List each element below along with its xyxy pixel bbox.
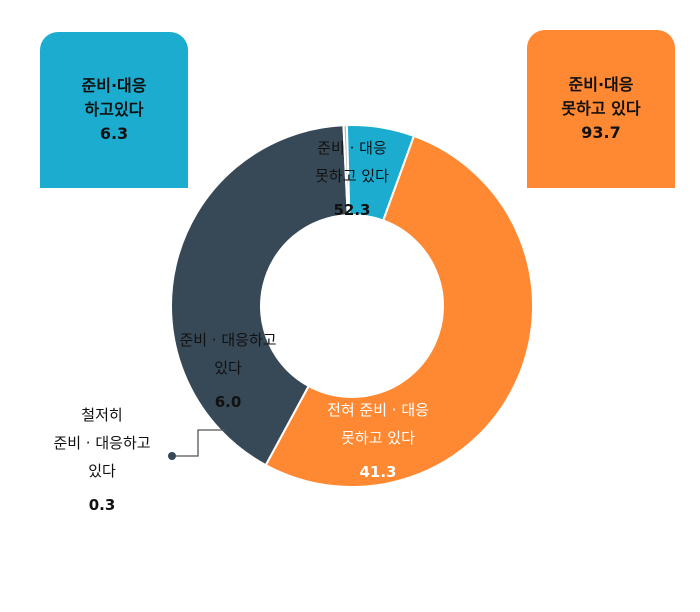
slice-label-0-line-1: 못하고 있다: [315, 167, 389, 185]
slice-label-1-line-1: 못하고 있다: [341, 429, 415, 447]
donut-slice-3: [345, 124, 416, 222]
summary-box-prepared-line1: 준비·대응: [81, 76, 147, 95]
summary-box-prepared: 준비·대응 하고있다 6.3: [40, 32, 188, 188]
slice-value-3: 6.0: [215, 393, 242, 411]
slice-label-2-line-1: 준비 · 대응하고: [53, 434, 150, 452]
summary-box-prepared-value: 6.3: [99, 124, 129, 143]
slice-label-0-line-0: 준비 · 대응: [317, 139, 387, 157]
donut-slice-0: [264, 134, 535, 488]
summary-box-prepared-line2: 하고있다: [84, 100, 144, 119]
summary-box-not-prepared: 준비·대응 못하고 있다 93.7: [527, 30, 675, 188]
donut-slice-1: [170, 124, 349, 467]
summary-box-not-prepared-line2: 못하고 있다: [561, 99, 641, 118]
slice-value-0: 52.3: [333, 201, 370, 219]
slice-label-1-line-0: 전혀 준비 · 대응: [327, 401, 429, 419]
summary-box-not-prepared-line1: 준비·대응: [568, 75, 634, 94]
slice-label-2-line-2: 있다: [88, 462, 116, 480]
slice-label-3-line-1: 있다: [214, 359, 242, 377]
summary-box-not-prepared-value: 93.7: [581, 123, 621, 142]
slice-label-3-line-0: 준비 · 대응하고: [179, 331, 276, 349]
slice-label-2-line-0: 철저히: [81, 406, 122, 424]
leader-line: [172, 429, 225, 457]
slice-value-1: 41.3: [359, 463, 396, 481]
slice-value-2: 0.3: [89, 496, 116, 514]
leader-dot: [168, 452, 176, 460]
